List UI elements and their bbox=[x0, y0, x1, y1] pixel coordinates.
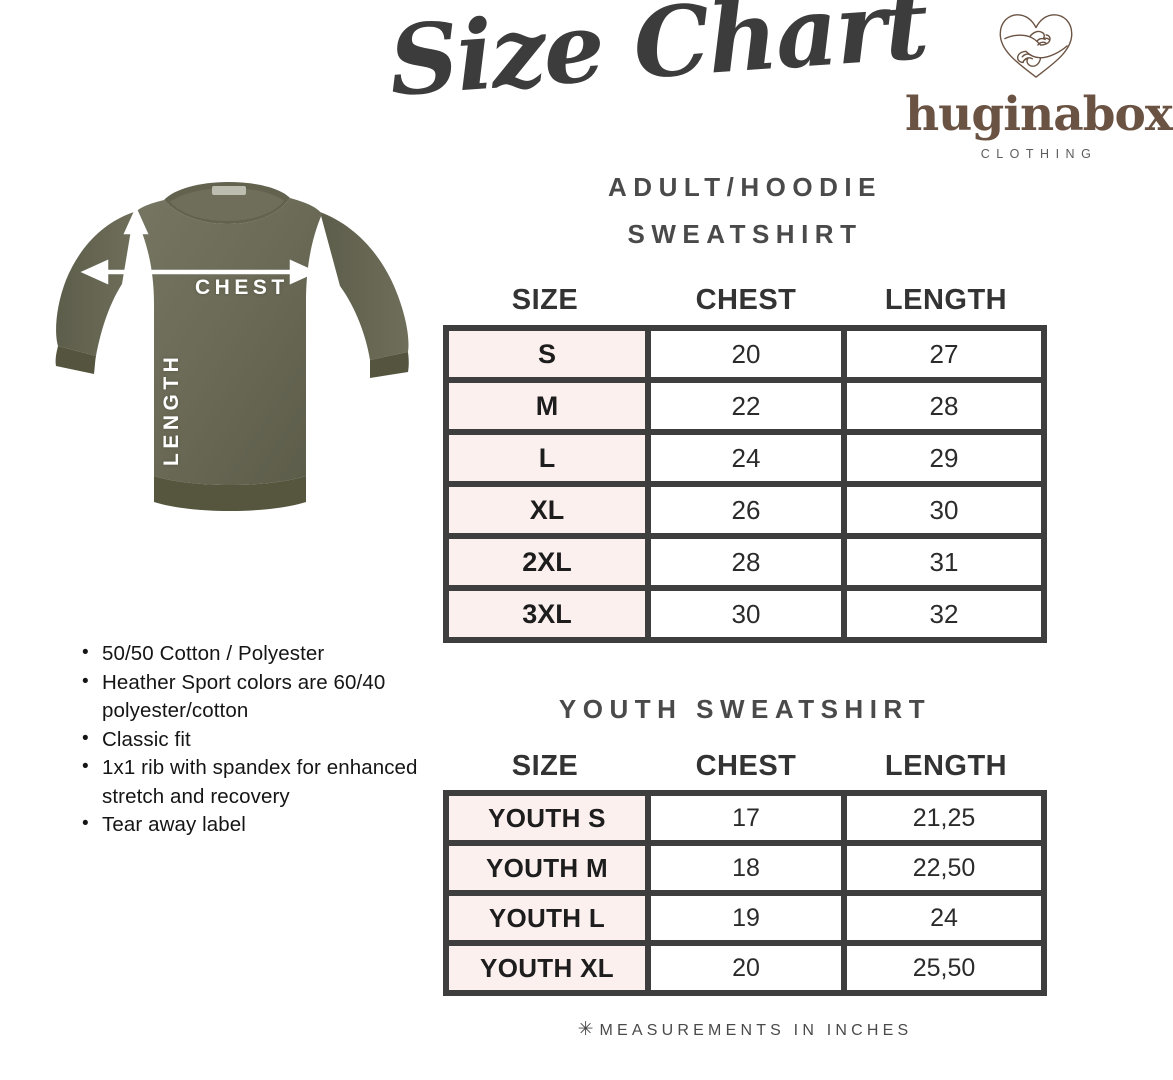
column-header-length: LENGTH bbox=[884, 284, 1008, 316]
cell-chest: 17 bbox=[650, 796, 841, 840]
brand-logo: huginabox CLOTHING bbox=[905, 4, 1173, 172]
cell-length: 25,50 bbox=[847, 946, 1041, 990]
table-row: 2XL 28 31 bbox=[449, 539, 1041, 585]
column-header-chest: CHEST bbox=[695, 284, 797, 316]
list-item: Classic fit bbox=[78, 725, 418, 755]
cell-chest: 22 bbox=[650, 383, 841, 429]
hugging-arms-heart-icon bbox=[905, 4, 1167, 88]
cell-length: 31 bbox=[847, 539, 1041, 585]
adult-size-table: S 20 27 M 22 28 L 24 29 XL 26 30 2XL 28 … bbox=[443, 325, 1047, 643]
cell-length: 27 bbox=[847, 331, 1041, 377]
page-title: Size Chart bbox=[385, 0, 931, 118]
table-row: L 24 29 bbox=[449, 435, 1041, 481]
cell-size: 2XL bbox=[449, 539, 645, 585]
cell-chest: 20 bbox=[650, 331, 841, 377]
table-row: YOUTH S 17 21,25 bbox=[449, 796, 1041, 840]
list-item: Tear away label bbox=[78, 810, 418, 840]
measurement-unit-note: ✳ MEASUREMENTS IN INCHES bbox=[443, 1018, 1047, 1041]
cell-size: S bbox=[449, 331, 645, 377]
column-header-size: SIZE bbox=[511, 750, 579, 782]
list-item: Heather Sport colors are 60/40 polyester… bbox=[78, 668, 418, 726]
cell-length: 32 bbox=[847, 591, 1041, 637]
cell-size: 3XL bbox=[449, 591, 645, 637]
cell-length: 29 bbox=[847, 435, 1041, 481]
feature-list: 50/50 Cotton / Polyester Heather Sport c… bbox=[78, 639, 418, 840]
cell-size: YOUTH M bbox=[449, 846, 645, 890]
adult-table-title-line-1: ADULT/HOODIE bbox=[608, 172, 882, 202]
youth-table-title: YOUTH SWEATSHIRT bbox=[558, 694, 932, 724]
product-features: 50/50 Cotton / Polyester Heather Sport c… bbox=[78, 639, 418, 840]
cell-chest: 26 bbox=[650, 487, 841, 533]
table-row: S 20 27 bbox=[449, 331, 1041, 377]
product-illustration: CHEST LENGTH bbox=[52, 176, 434, 538]
cell-length: 22,50 bbox=[847, 846, 1041, 890]
cell-size: YOUTH S bbox=[449, 796, 645, 840]
list-item: 50/50 Cotton / Polyester bbox=[78, 639, 418, 669]
cell-length: 21,25 bbox=[847, 796, 1041, 840]
cell-chest: 30 bbox=[650, 591, 841, 637]
youth-size-table: YOUTH S 17 21,25 YOUTH M 18 22,50 YOUTH … bbox=[443, 790, 1047, 996]
measurement-unit-text: MEASUREMENTS IN INCHES bbox=[599, 1022, 913, 1039]
cell-chest: 20 bbox=[650, 946, 841, 990]
table-row: YOUTH XL 20 25,50 bbox=[449, 946, 1041, 990]
cell-chest: 18 bbox=[650, 846, 841, 890]
asterisk-icon: ✳ bbox=[577, 1019, 594, 1040]
length-measurement-label: LENGTH bbox=[160, 352, 183, 466]
crewneck-sweatshirt-icon bbox=[55, 182, 409, 511]
cell-size: YOUTH L bbox=[449, 896, 645, 940]
table-row: 3XL 30 32 bbox=[449, 591, 1041, 637]
cell-chest: 24 bbox=[650, 435, 841, 481]
cell-size: XL bbox=[449, 487, 645, 533]
cell-size: M bbox=[449, 383, 645, 429]
list-item: 1x1 rib with spandex for enhanced stretc… bbox=[78, 753, 418, 811]
table-row: YOUTH M 18 22,50 bbox=[449, 846, 1041, 890]
cell-chest: 19 bbox=[650, 896, 841, 940]
chest-measurement-label: CHEST bbox=[195, 276, 289, 299]
table-row: YOUTH L 19 24 bbox=[449, 896, 1041, 940]
table-row: XL 26 30 bbox=[449, 487, 1041, 533]
youth-table-column-headers: SIZE CHEST LENGTH bbox=[443, 750, 1047, 783]
cell-length: 28 bbox=[847, 383, 1041, 429]
brand-tagline: CLOTHING bbox=[980, 147, 1098, 161]
table-row: M 22 28 bbox=[449, 383, 1041, 429]
column-header-chest: CHEST bbox=[695, 750, 797, 782]
adult-table-title-line-2: SWEATSHIRT bbox=[627, 219, 863, 249]
cell-length: 24 bbox=[847, 896, 1041, 940]
cell-length: 30 bbox=[847, 487, 1041, 533]
column-header-length: LENGTH bbox=[884, 750, 1008, 782]
cell-size: L bbox=[449, 435, 645, 481]
cell-size: YOUTH XL bbox=[449, 946, 645, 990]
cell-chest: 28 bbox=[650, 539, 841, 585]
adult-table-column-headers: SIZE CHEST LENGTH bbox=[443, 284, 1047, 317]
brand-wordmark: huginabox bbox=[905, 87, 1173, 142]
column-header-size: SIZE bbox=[511, 284, 579, 316]
